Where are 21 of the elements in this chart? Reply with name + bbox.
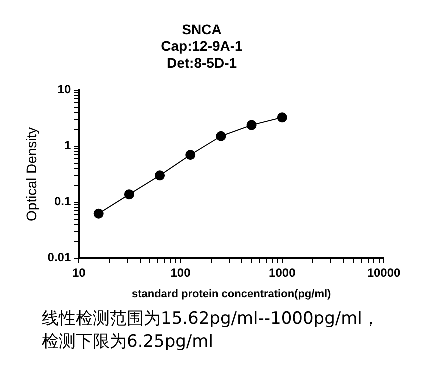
text: 检测下限为6.25pg/ml — [42, 331, 214, 354]
chart-subtitle: Cap:12-9A-1 Det:8-5D-1 — [161, 38, 244, 71]
x-axis-title: standard protein concentration(pg/ml) — [132, 288, 332, 300]
y-tick-label: 0.1 — [54, 194, 72, 209]
point — [124, 190, 134, 200]
x-tick-label: 10000 — [367, 266, 402, 280]
text: 线性检测范围为15.62pg/ml--1000pg/ml， — [42, 308, 380, 331]
point — [186, 150, 196, 160]
chart-title: SNCA — [182, 21, 222, 38]
point — [94, 208, 104, 219]
x-tick-label: 1000 — [269, 266, 296, 280]
y-axis-title: Optical Density — [23, 127, 40, 222]
point — [216, 131, 226, 142]
y-tick-label: 1 — [64, 138, 72, 153]
x-tick-label: 10 — [72, 266, 86, 280]
x-tick-label: 100 — [170, 266, 192, 280]
point — [277, 112, 288, 123]
point — [155, 170, 166, 181]
point — [246, 120, 257, 130]
y-tick-label: 10 — [58, 82, 72, 97]
y-tick-label: 0.01 — [48, 250, 72, 265]
